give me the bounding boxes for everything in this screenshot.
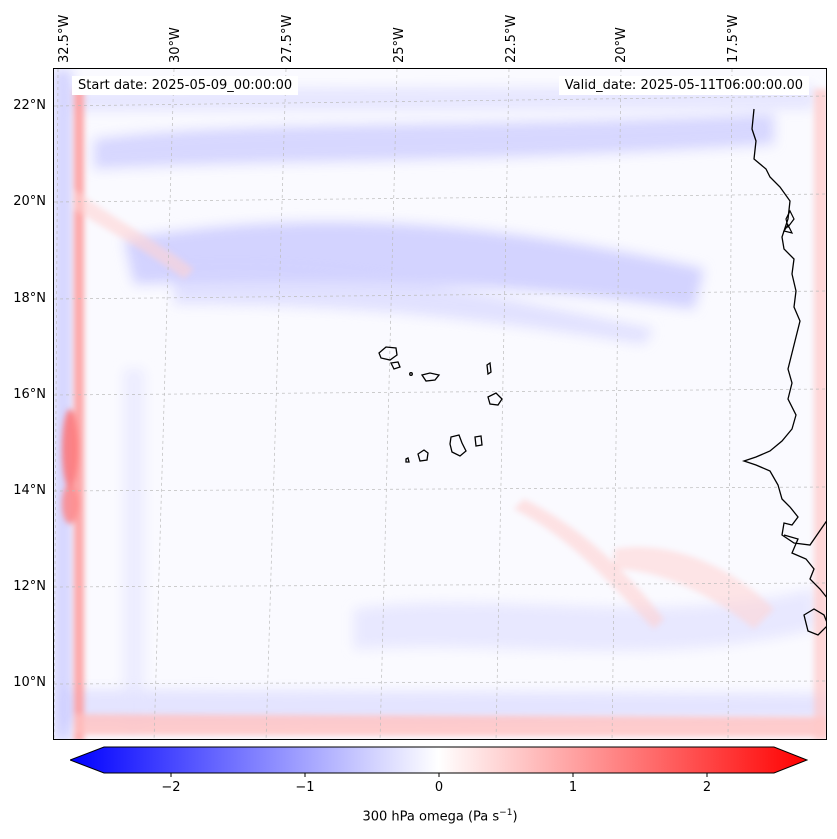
lat-tick-label: 12°N (13, 579, 46, 594)
colorbar-label-exponent: −1 (499, 808, 513, 818)
colorbar-svg (68, 746, 809, 774)
lon-tick-label: 27.5°W (280, 14, 295, 63)
colorbar-label: 300 hPa omega (Pa s−1) (0, 808, 837, 824)
lat-tick-label: 18°N (13, 291, 46, 306)
start-date-label: Start date: 2025-05-09_00:00:00 (72, 76, 299, 95)
colorbar-tick-label: 2 (702, 780, 712, 795)
lon-tick-label: 30°W (168, 27, 183, 63)
coastal-islets (783, 209, 795, 234)
lat-tick-label: 16°N (13, 387, 46, 402)
lon-tick-label: 17.5°W (726, 14, 741, 63)
positive-omega-bands (62, 89, 826, 739)
map-panel[interactable] (53, 68, 827, 740)
lon-tick-label: 22.5°W (504, 14, 519, 63)
lat-tick-label: 20°N (13, 194, 46, 209)
colorbar-label-text: 300 hPa omega (Pa s (362, 809, 500, 825)
negative-omega-bands (54, 69, 826, 739)
africa-coastline (741, 108, 826, 636)
colorbar-tick-label: 1 (568, 780, 578, 795)
colorbar-tick-label: −2 (161, 780, 181, 795)
colorbar-tick-label: 0 (434, 780, 444, 795)
cape-verde-islands (378, 346, 503, 463)
lon-tick-label: 25°W (392, 27, 407, 63)
graticule (54, 69, 826, 739)
colorbar-gradient (68, 746, 809, 774)
colorbar-tick-label: −1 (295, 780, 315, 795)
lat-tick-label: 22°N (13, 98, 46, 113)
colorbar-label-suffix: ) (512, 809, 518, 825)
lat-tick-label: 14°N (13, 483, 46, 498)
lon-tick-label: 32.5°W (57, 14, 72, 63)
valid-date-label: Valid_date: 2025-05-11T06:00:00.00 (558, 76, 809, 95)
omega-field-map (54, 69, 826, 739)
lat-tick-label: 10°N (13, 675, 46, 690)
colorbar (68, 746, 809, 774)
lon-tick-label: 20°W (614, 27, 629, 63)
